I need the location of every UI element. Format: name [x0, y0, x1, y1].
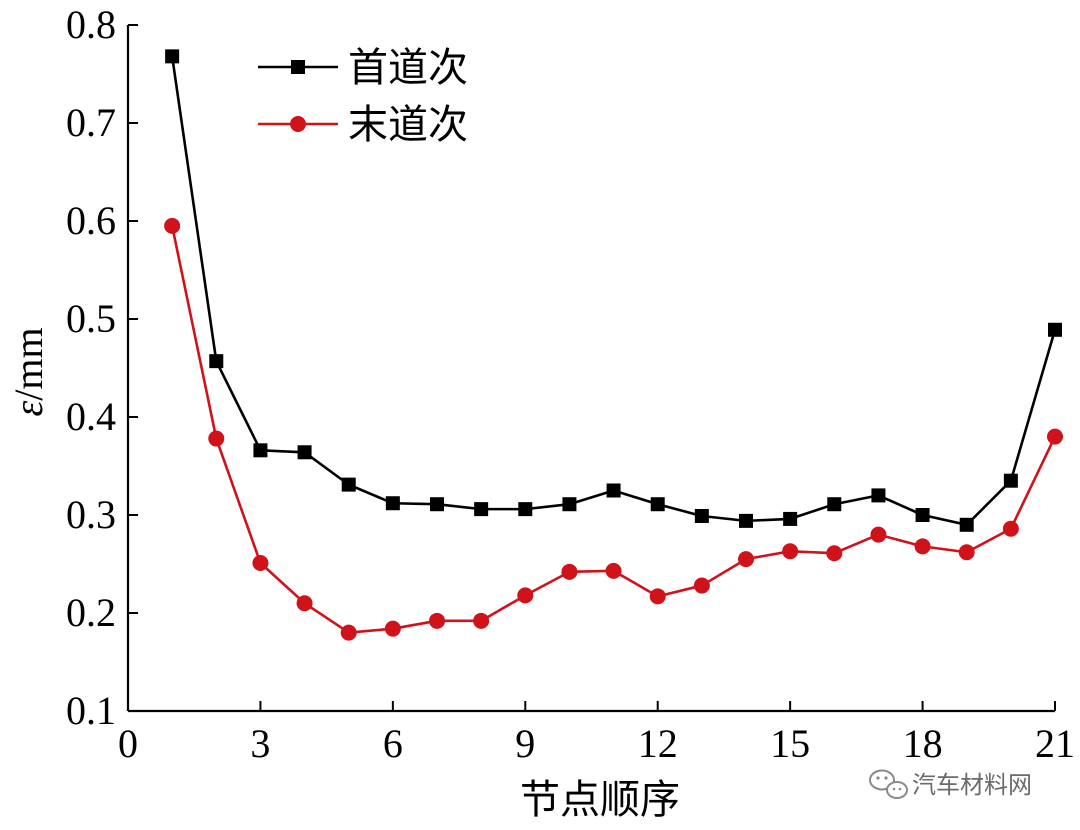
x-tick-label: 12: [638, 721, 678, 766]
x-tick-label: 15: [770, 721, 810, 766]
data-point: [1003, 473, 1018, 488]
watermark: 汽车材料网: [869, 769, 1032, 799]
data-point: [959, 517, 974, 532]
series-1: [165, 49, 1062, 532]
data-point: [561, 563, 578, 580]
data-point: [252, 555, 269, 572]
tick-labels: 0 3 6 9 12 15 18 21 0.1 0.2 0.3 0.4 0.5 0.6 0.7 0.8: [66, 2, 1075, 766]
data-point: [606, 483, 621, 498]
x-tick-label: 18: [903, 721, 943, 766]
data-point: [430, 497, 444, 512]
data-point: [385, 496, 400, 511]
y-tick-label: 0.3: [66, 492, 116, 537]
x-tick-label: 3: [250, 721, 270, 766]
data-point: [517, 587, 534, 604]
data-point: [870, 526, 887, 543]
data-point: [165, 49, 180, 64]
x-axis-label: 节点顺序: [520, 777, 680, 823]
data-point: [474, 502, 489, 517]
data-point: [649, 588, 666, 605]
data-point: [694, 508, 709, 523]
legend-label: 首道次: [348, 45, 468, 91]
data-point: [518, 502, 533, 517]
data-point: [340, 624, 357, 641]
data-point: [605, 562, 622, 579]
data-point: [739, 513, 753, 528]
data-point: [958, 544, 975, 561]
data-point: [738, 551, 754, 568]
data-point: [341, 477, 356, 492]
axes: [126, 24, 1056, 713]
x-tick-label: 21: [1035, 721, 1075, 766]
data-point: [473, 612, 490, 629]
y-tick-label: 0.1: [66, 688, 116, 733]
data-point: [827, 497, 842, 512]
y-axis-label-unit: /mm: [6, 327, 51, 400]
y-tick-label: 0.7: [66, 100, 116, 145]
legend-label: 末道次: [348, 102, 468, 148]
data-point: [1048, 322, 1062, 337]
data-point: [871, 488, 886, 503]
y-axis-label-symbol: ε: [6, 401, 51, 417]
data-point: [650, 497, 665, 512]
x-tick-label: 9: [515, 721, 535, 766]
data-point: [208, 430, 225, 447]
y-tick-label: 0.2: [66, 590, 116, 635]
data-point: [782, 543, 799, 560]
data-point: [562, 497, 577, 512]
y-axis-label: ε/mm: [6, 327, 51, 416]
watermark-text: 汽车材料网: [912, 771, 1032, 799]
legend-item: 首道次: [258, 45, 468, 91]
series-2: [164, 217, 1063, 641]
legend-item: 末道次: [258, 102, 468, 148]
data-point: [826, 545, 843, 562]
data-point: [296, 595, 313, 612]
data-point: [429, 612, 445, 629]
series-lines: [164, 49, 1063, 641]
data-point: [384, 620, 401, 637]
y-tick-label: 0.5: [66, 296, 116, 341]
data-point: [914, 538, 931, 555]
data-point: [297, 445, 312, 460]
x-tick-label: 0: [118, 721, 138, 766]
data-point: [209, 354, 224, 369]
data-point: [915, 508, 930, 522]
legend-marker: [291, 60, 305, 74]
data-point: [1047, 428, 1063, 445]
legend-marker: [290, 116, 306, 132]
y-tick-label: 0.8: [66, 2, 116, 47]
data-point: [253, 443, 268, 458]
y-tick-label: 0.6: [66, 198, 116, 243]
data-point: [783, 511, 798, 526]
x-tick-label: 6: [383, 721, 403, 766]
wechat-icon: [869, 769, 908, 799]
data-point: [164, 217, 181, 234]
data-point: [693, 577, 710, 594]
y-tick-label: 0.4: [66, 394, 116, 439]
data-point: [1002, 520, 1019, 537]
